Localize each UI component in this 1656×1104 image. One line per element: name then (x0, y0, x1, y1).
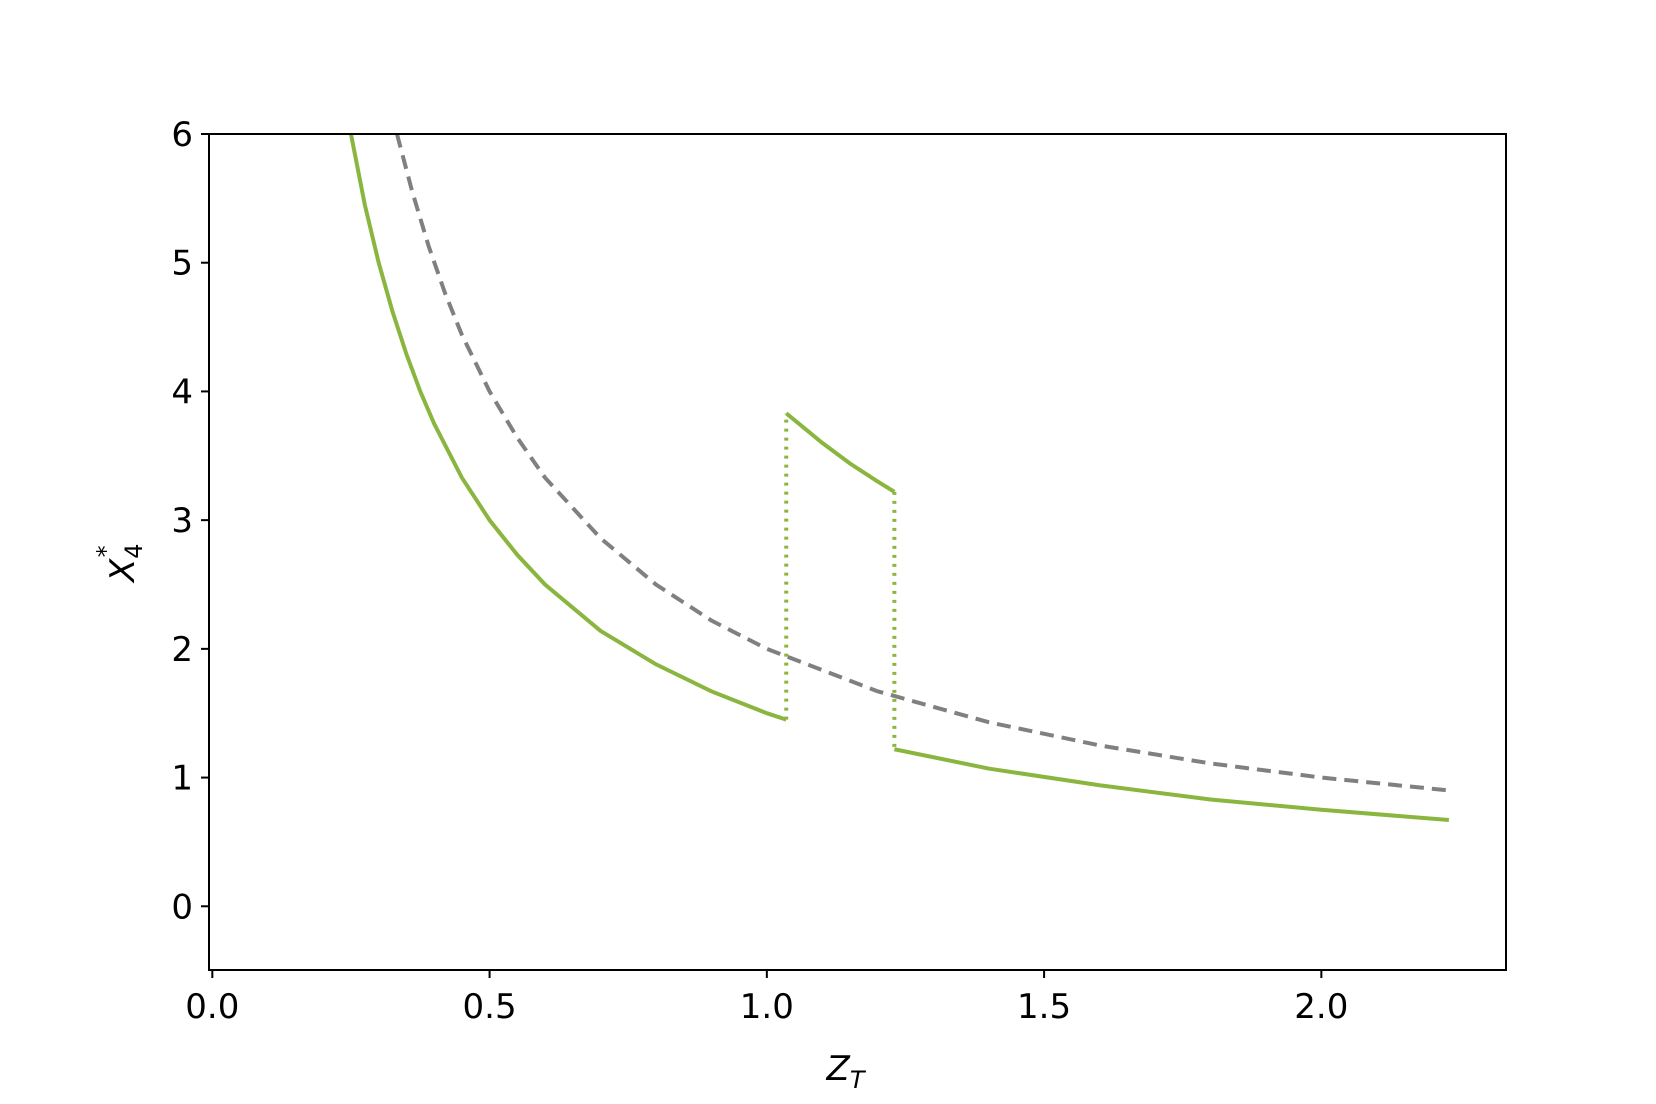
x-tick-label: 1.0 (740, 987, 794, 1027)
y-label-sub: 4 (120, 543, 148, 558)
x-label-sub: T (850, 1066, 867, 1094)
x-label-main: Z (826, 1049, 851, 1089)
y-tick-label: 5 (171, 244, 193, 284)
y-tick-label: 3 (171, 501, 193, 541)
y-tick-label: 1 (171, 759, 193, 799)
x-tick-label: 0.5 (463, 987, 517, 1027)
x-tick-label: 2.0 (1294, 987, 1348, 1027)
y-label-sup: * (92, 545, 120, 557)
y-tick-label: 4 (171, 372, 193, 412)
y-tick-label: 0 (171, 887, 193, 927)
series-line (395, 133, 1450, 793)
x-tick-label: 1.5 (1017, 987, 1071, 1027)
x-axis-label: ZT (826, 1049, 867, 1094)
x-tick-label: 0.0 (185, 987, 239, 1027)
plot-frame (208, 133, 1507, 971)
y-tick-label: 6 (171, 115, 193, 155)
series-line (348, 133, 1450, 823)
y-tick-label: 2 (171, 630, 193, 670)
y-axis-label: X4* (92, 543, 148, 584)
y-label-main: X (103, 558, 143, 584)
